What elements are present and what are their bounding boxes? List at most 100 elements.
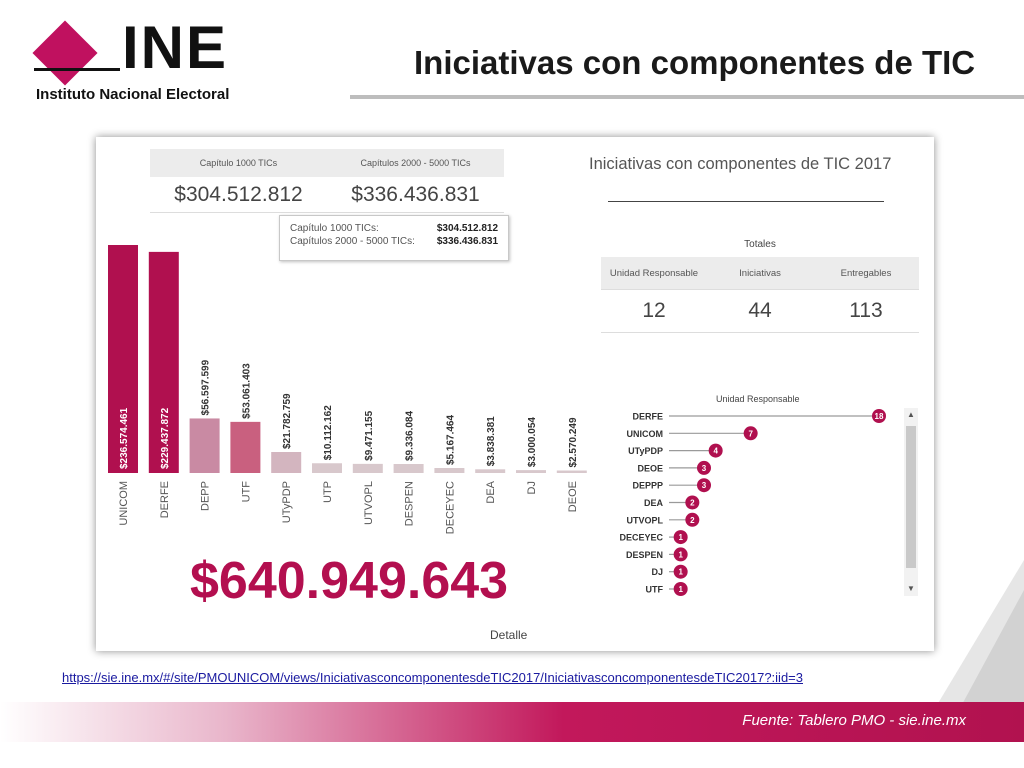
bar: [516, 470, 546, 473]
tooltip-row: Capítulo 1000 TICs: $304.512.812: [290, 222, 498, 235]
bar-value-label: $21.782.759: [282, 393, 293, 449]
bar-category-label: DJ: [526, 481, 538, 494]
bar-value-label: $9.471.155: [364, 410, 375, 460]
lollipop-value-label: 1: [678, 585, 683, 594]
dashboard-link[interactable]: https://sie.ine.mx/#/site/PMOUNICOM/view…: [62, 670, 803, 685]
lollipop-category-label: UNICOM: [627, 429, 664, 439]
tooltip-value: $336.436.831: [436, 236, 498, 247]
lollipop-category-label: DEA: [644, 498, 664, 508]
totales-table: Unidad Responsable Iniciativas Entregabl…: [601, 257, 919, 333]
lollipop-value-label: 4: [713, 447, 718, 456]
slide-title: Iniciativas con componentes de TIC: [414, 44, 976, 81]
scroll-thumb[interactable]: [906, 426, 916, 568]
tooltip-label: Capítulo 1000 TICs:: [290, 223, 379, 234]
lollipop-dot: [685, 495, 700, 510]
lollipop-category-label: UTyPDP: [628, 446, 663, 456]
bar-value-label: $5.167.464: [445, 415, 456, 465]
lollipop-dot: [872, 409, 886, 423]
lollipop-dot: [685, 512, 700, 527]
lollipop-category-label: DJ: [651, 567, 663, 577]
bar-category-label: UTP: [322, 481, 334, 503]
bar: [352, 463, 383, 473]
lollipop-value-label: 1: [678, 568, 683, 577]
bar: [312, 463, 342, 473]
lollipop-dot: [697, 460, 711, 475]
capitulos-table: Capítulo 1000 TICs Capítulos 2000 - 5000…: [150, 149, 504, 213]
bar: [556, 470, 587, 473]
tooltip-label: Capítulos 2000 - 5000 TICs:: [290, 236, 415, 247]
right-panel-rule: [608, 201, 884, 202]
unidad-responsable-value: 12: [642, 299, 666, 322]
bar-value-label: $10.112.162: [323, 405, 334, 460]
bar-category-label: UTyPDP: [281, 481, 293, 523]
lollipop-category-label: UTF: [646, 585, 664, 595]
lollipop-value-label: 2: [690, 499, 695, 508]
lollipop-dot: [673, 582, 688, 596]
bar-category-label: UTVOPL: [363, 481, 375, 525]
lollipop-dot: [743, 426, 758, 441]
lollipop-value-label: 1: [678, 550, 683, 559]
lollipop-category-label: UTVOPL: [626, 515, 663, 525]
lollipop-scrollbar[interactable]: ▲ ▼: [904, 408, 918, 596]
bar-category-label: UTF: [240, 481, 252, 503]
capitulo-1000-header: Capítulo 1000 TICs: [199, 158, 278, 168]
lollipop-value-label: 3: [702, 481, 707, 490]
bar: [271, 452, 302, 473]
bar-category-label: DECEYEC: [444, 481, 456, 534]
bar-category-label: UNICOM: [118, 481, 130, 526]
scroll-up-icon[interactable]: ▲: [907, 410, 915, 419]
capitulos-2000-5000-value: $336.436.831: [351, 182, 480, 206]
right-panel-title: Iniciativas con componentes de TIC 2017: [589, 155, 892, 173]
tooltip-value: $304.512.812: [436, 223, 498, 234]
lollipop-value-label: 3: [702, 464, 707, 473]
ine-diamond-icon: [32, 20, 98, 86]
entregables-value: 113: [849, 299, 883, 322]
bar-value-label: $229.437.872: [160, 407, 171, 469]
capitulos-header-row: Capítulo 1000 TICs Capítulos 2000 - 5000…: [150, 149, 504, 177]
totales-header-row: Unidad Responsable Iniciativas Entregabl…: [601, 257, 919, 289]
tooltip-row: Capítulos 2000 - 5000 TICs: $336.436.831: [290, 235, 498, 248]
lollipop-dot: [708, 443, 723, 458]
bar-value-label: $3.000.054: [527, 417, 538, 467]
bar: [230, 421, 261, 473]
bar: [108, 245, 138, 473]
capitulo-1000-value: $304.512.812: [174, 182, 303, 206]
lollipop-value-label: 7: [748, 429, 753, 438]
lollipop-category-label: DEOE: [637, 463, 663, 473]
bar-category-label: DEPP: [200, 481, 212, 511]
lollipop-value-label: 1: [678, 533, 683, 542]
lollipop-dot: [673, 564, 688, 579]
lollipop-category-label: DERFE: [632, 412, 663, 422]
footer-source: Fuente: Tablero PMO - sie.ine.mx: [742, 712, 966, 729]
lollipop-value-label: 2: [690, 516, 695, 525]
entregables-header: Entregables: [840, 267, 892, 279]
bar-category-label: DEOE: [567, 481, 579, 512]
logo-text: INE: [122, 14, 229, 81]
footer-band: [0, 702, 1024, 742]
iniciativas-header: Iniciativas: [739, 267, 781, 279]
ine-logo: INE Instituto Nacional Electoral: [32, 18, 286, 106]
bar-value-label: $3.838.381: [486, 416, 497, 466]
lollipop-value-label: 18: [875, 412, 884, 421]
scroll-down-icon[interactable]: ▼: [907, 584, 915, 593]
totales-values-row: 12 44 113: [601, 289, 919, 333]
bar: [393, 464, 424, 473]
bar-value-label: $9.336.084: [405, 411, 416, 461]
bar-category-label: DESPEN: [404, 481, 416, 526]
logo-stroke: [34, 68, 120, 71]
bar-chart: $236.574.461 UNICOM $229.437.872 DERFE $56.5…: [108, 245, 587, 534]
bar-value-label: $53.061.403: [241, 363, 252, 419]
bar-value-label: $56.597.599: [201, 359, 212, 415]
bar: [434, 468, 465, 473]
bar: [189, 418, 220, 473]
unidad-responsable-header: Unidad Responsable: [609, 267, 699, 279]
logo-subtitle: Instituto Nacional Electoral: [36, 86, 230, 103]
title-rule: [350, 95, 1024, 99]
capitulos-2000-5000-header: Capítulos 2000 - 5000 TICs: [360, 158, 471, 168]
lollipop-category-label: DEPPP: [632, 481, 663, 491]
bar: [148, 251, 179, 473]
dashboard-frame: Capítulo 1000 TICs Capítulos 2000 - 5000…: [96, 137, 934, 651]
lollipop-dot: [673, 530, 688, 545]
bar-category-label: DEA: [485, 480, 497, 503]
